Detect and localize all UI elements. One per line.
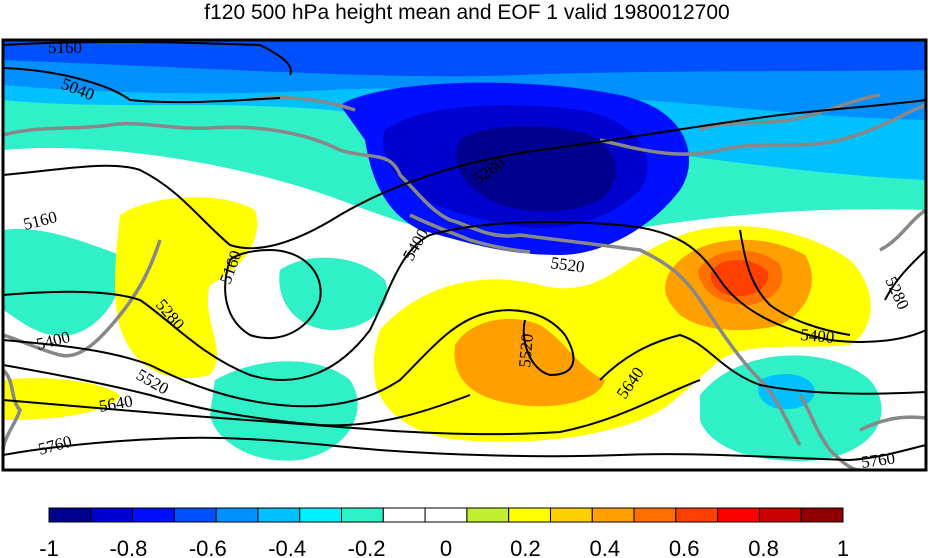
colorbar-swatch xyxy=(591,507,635,523)
colorbar-tick-label: 1 xyxy=(837,536,849,558)
colorbar-tick-label: 0.2 xyxy=(510,536,541,558)
contour-label: 5520 xyxy=(515,333,537,369)
map-title: f120 500 hPa height mean and EOF 1 valid… xyxy=(204,1,730,24)
colorbar-swatch xyxy=(758,507,802,523)
colorbar-tick-label: -1 xyxy=(39,536,59,558)
contour-label: 5400 xyxy=(800,325,836,347)
colorbar-swatch xyxy=(633,507,677,523)
colorbar-tick-label: -0.6 xyxy=(189,536,227,558)
coastlines xyxy=(3,93,926,470)
colorbar-tick-label: -0.8 xyxy=(109,536,147,558)
map-frame xyxy=(1,38,928,472)
colorbar-tick-label: 0 xyxy=(440,536,452,558)
colorbar-swatch xyxy=(257,507,301,523)
colorbar xyxy=(48,507,844,523)
contour-label: 5760 xyxy=(860,448,896,472)
colorbar-swatch xyxy=(48,507,92,523)
colorbar-swatch xyxy=(132,507,175,523)
colorbar-swatch xyxy=(382,507,426,523)
colorbar-swatch xyxy=(173,507,217,523)
colorbar-swatch xyxy=(299,507,343,523)
colorbar-tick-label: 0.4 xyxy=(590,536,621,558)
filled-anomaly-field xyxy=(3,40,926,470)
colorbar-tick-label: -0.4 xyxy=(268,536,306,558)
colorbar-swatch xyxy=(341,507,384,523)
colorbar-swatch xyxy=(800,507,844,523)
colorbar-ticks: -1 -0.8 -0.6 -0.4 -0.2 0 0.2 0.4 0.6 0.8 1 xyxy=(39,536,849,558)
colorbar-swatch xyxy=(215,507,259,523)
colorbar-swatch xyxy=(424,507,468,523)
colorbar-swatch xyxy=(466,507,510,523)
contour-label: 5520 xyxy=(549,253,585,277)
colorbar-swatch xyxy=(675,507,719,523)
contour-label: 5160 xyxy=(48,38,82,57)
colorbar-swatch xyxy=(717,507,760,523)
colorbar-swatch xyxy=(90,507,134,523)
colorbar-tick-label: 0.6 xyxy=(669,536,700,558)
colorbar-tick-label: -0.2 xyxy=(348,536,386,558)
colorbar-swatch xyxy=(549,507,593,523)
height-contours xyxy=(3,40,926,462)
colorbar-tick-label: 0.8 xyxy=(748,536,779,558)
colorbar-swatch xyxy=(508,507,551,523)
